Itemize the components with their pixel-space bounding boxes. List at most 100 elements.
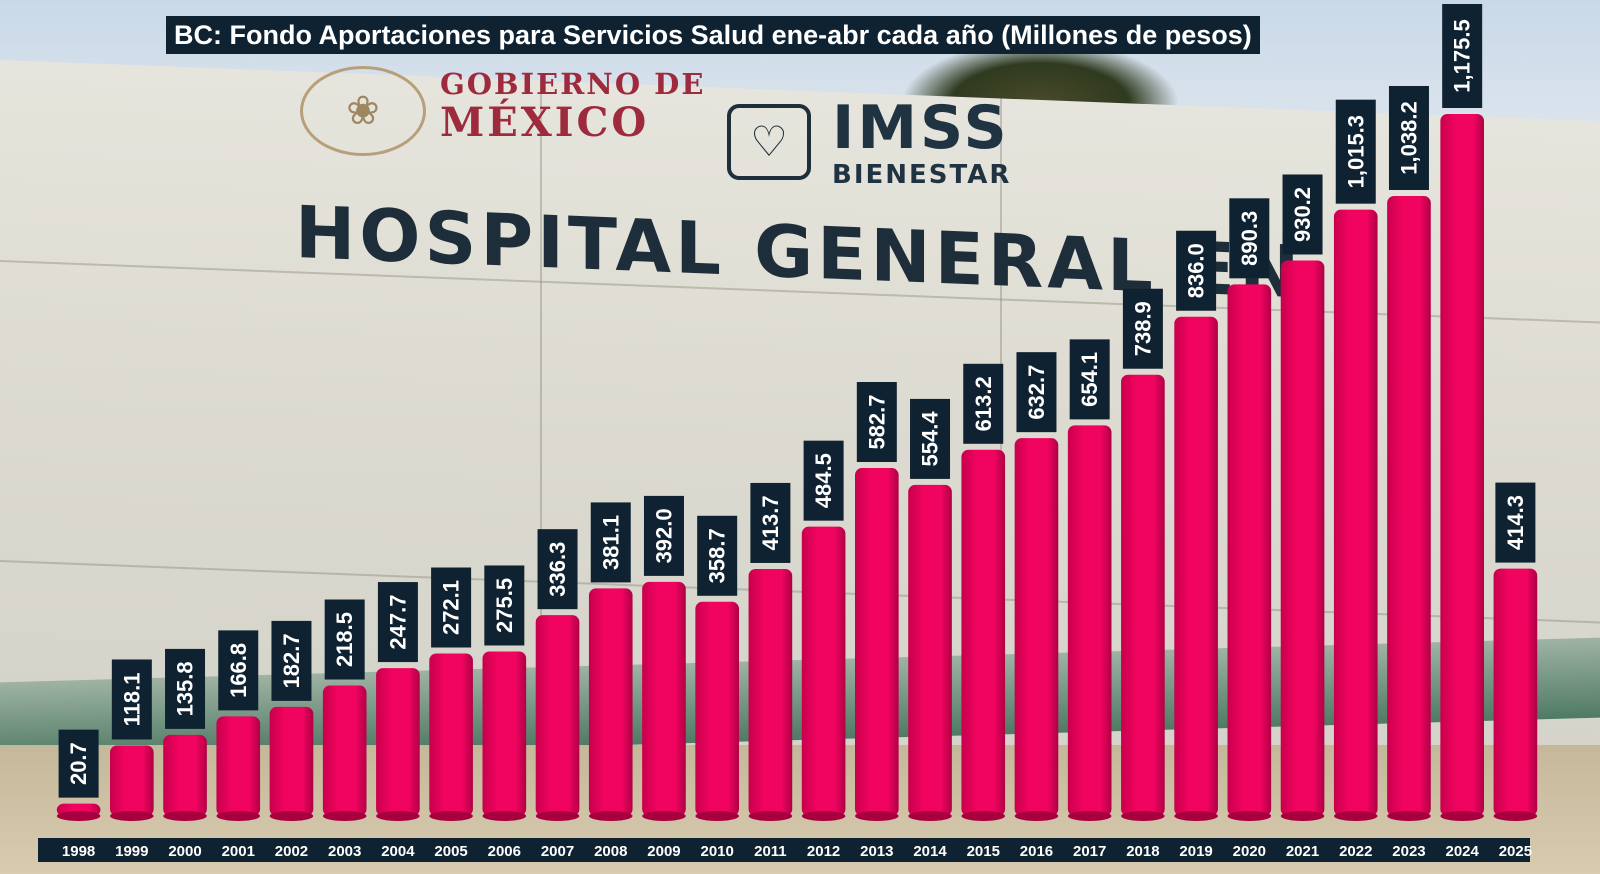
x-tick-label-2009: 2009: [647, 843, 680, 860]
value-label-bg-2002: [271, 620, 312, 701]
value-label-bg-2008: [590, 502, 631, 583]
x-tick-label-2000: 2000: [168, 843, 201, 860]
value-label-2008: 381.1: [598, 515, 623, 570]
x-tick-label-2010: 2010: [700, 843, 733, 860]
x-tick-label-2024: 2024: [1445, 843, 1479, 860]
bar-base-2005: [429, 811, 473, 821]
value-label-bg-2024: [1442, 4, 1483, 108]
x-tick-label-2001: 2001: [222, 843, 255, 860]
value-label-bg-2005: [431, 567, 472, 648]
value-label-bg-2004: [377, 582, 418, 663]
chart-title: BC: Fondo Aportaciones para Servicios Sa…: [166, 16, 1260, 54]
bar-base-2023: [1387, 811, 1431, 821]
x-tick-label-2020: 2020: [1233, 843, 1266, 860]
bar-2025: [1493, 568, 1538, 816]
value-label-bg-2016: [1016, 352, 1057, 433]
x-tick-label-1998: 1998: [62, 843, 95, 860]
x-tick-label-2019: 2019: [1179, 843, 1212, 860]
bar-1999: [110, 745, 154, 816]
x-tick-label-2005: 2005: [434, 843, 467, 860]
value-label-bg-2025: [1495, 482, 1536, 563]
value-label-1999: 118.1: [119, 673, 144, 727]
bar-2015: [961, 449, 1006, 816]
value-label-bg-2017: [1069, 339, 1110, 420]
bar-base-2025: [1493, 811, 1538, 821]
x-tick-label-2016: 2016: [1020, 843, 1053, 860]
mexico-seal-icon: ❀: [300, 66, 426, 156]
value-label-2024: 1,175.5: [1450, 19, 1475, 92]
bar-2011: [748, 568, 793, 816]
imss-emblem-icon: ♡: [727, 104, 811, 180]
bar-base-1998: [56, 811, 101, 821]
value-label-bg-2022: [1335, 99, 1376, 204]
bar-2018: [1121, 374, 1165, 816]
value-label-2022: 1,015.3: [1343, 115, 1368, 188]
bar-2020: [1227, 284, 1272, 817]
value-label-bg-2020: [1229, 198, 1270, 279]
value-label-2009: 392.0: [651, 508, 676, 563]
value-label-2007: 336.3: [545, 542, 570, 597]
x-tick-label-2017: 2017: [1073, 843, 1106, 860]
value-label-bg-2023: [1388, 85, 1429, 190]
value-label-2015: 613.2: [971, 376, 996, 431]
bar-2009: [642, 581, 686, 816]
value-label-bg-2000: [165, 648, 206, 729]
bar-base-2017: [1067, 811, 1112, 821]
bar-base-2015: [961, 811, 1006, 821]
value-label-2000: 135.8: [173, 661, 198, 716]
bar-base-2016: [1014, 811, 1059, 821]
value-label-2020: 890.3: [1237, 211, 1262, 266]
value-label-bg-2015: [963, 363, 1004, 444]
value-label-2006: 275.5: [492, 578, 517, 633]
bar-2017: [1067, 425, 1112, 816]
bar-base-2007: [535, 811, 580, 821]
value-label-2021: 930.2: [1290, 187, 1315, 242]
value-label-bg-2006: [484, 565, 525, 646]
x-tick-label-2023: 2023: [1392, 843, 1425, 860]
value-label-bg-2001: [218, 630, 259, 711]
bar-base-2004: [376, 811, 420, 821]
bar-base-2022: [1333, 811, 1378, 821]
x-tick-label-2011: 2011: [754, 843, 787, 860]
imss-sign: IMSS BIENESTAR: [832, 98, 1011, 188]
x-tick-label-2025: 2025: [1499, 843, 1532, 860]
bar-2016: [1014, 438, 1059, 816]
x-tick-label-2003: 2003: [328, 843, 361, 860]
x-tick-label-2002: 2002: [275, 843, 308, 860]
bar-2005: [429, 653, 473, 816]
sign-imss-text: IMSS: [832, 93, 1010, 163]
value-label-2002: 182.7: [279, 633, 304, 688]
value-label-bg-1999: [111, 659, 152, 740]
value-label-2005: 272.1: [439, 580, 464, 635]
bar-2019: [1174, 316, 1218, 816]
value-label-bg-2019: [1176, 230, 1217, 311]
bar-2022: [1333, 209, 1378, 816]
value-label-2004: 247.7: [385, 595, 410, 650]
value-label-2011: 413.7: [758, 495, 783, 550]
bar-base-2021: [1280, 811, 1325, 821]
x-tick-label-2013: 2013: [860, 843, 893, 860]
bar-base-2002: [269, 811, 314, 821]
value-label-2013: 582.7: [864, 394, 889, 449]
bar-2002: [269, 706, 314, 816]
bar-2008: [588, 588, 633, 816]
value-label-bg-2014: [910, 398, 951, 479]
bar-2006: [482, 651, 527, 816]
sign-mexico-line: MÉXICO: [440, 99, 650, 146]
value-label-2019: 836.0: [1184, 243, 1209, 298]
gobierno-sign: GOBIERNO DE MÉXICO: [440, 70, 705, 143]
x-tick-label-2014: 2014: [913, 843, 947, 860]
value-label-2003: 218.5: [332, 612, 357, 667]
bar-base-2009: [642, 811, 686, 821]
value-label-bg-2011: [750, 482, 791, 563]
bar-2023: [1387, 195, 1431, 816]
bar-2013: [855, 468, 899, 816]
value-label-2010: 358.7: [705, 528, 730, 583]
bar-base-2014: [908, 811, 952, 821]
value-label-2017: 654.1: [1077, 352, 1102, 407]
value-label-2014: 554.4: [918, 411, 943, 467]
value-label-2016: 632.7: [1024, 365, 1049, 420]
x-axis-strip: [38, 838, 1530, 862]
